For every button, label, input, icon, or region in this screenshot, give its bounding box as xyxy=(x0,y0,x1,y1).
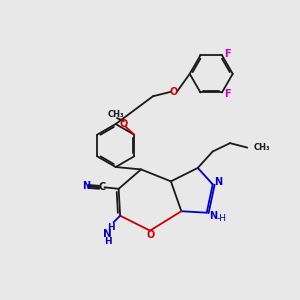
Text: N: N xyxy=(103,229,112,239)
Text: F: F xyxy=(224,49,231,59)
Text: O: O xyxy=(120,119,128,129)
Text: O: O xyxy=(170,87,178,97)
Text: N: N xyxy=(82,182,90,191)
Text: CH₃: CH₃ xyxy=(254,142,271,152)
Text: F: F xyxy=(224,89,231,99)
Text: N: N xyxy=(214,177,222,187)
Text: -H: -H xyxy=(216,214,226,223)
Text: H: H xyxy=(104,238,111,247)
Text: N: N xyxy=(209,211,218,221)
Text: CH₃: CH₃ xyxy=(107,110,124,119)
Text: C: C xyxy=(99,182,106,192)
Text: O: O xyxy=(146,230,155,240)
Text: H: H xyxy=(107,223,115,232)
